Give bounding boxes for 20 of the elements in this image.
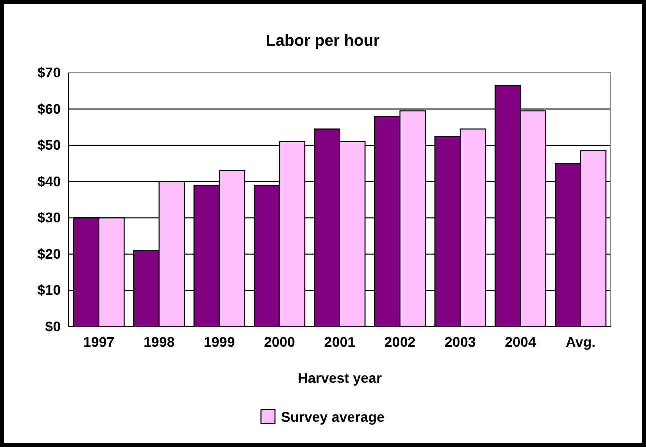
x-tick-label: 2000 (264, 334, 296, 350)
x-tick-label: 1998 (144, 334, 176, 350)
legend-label: Survey average (281, 409, 385, 425)
x-tick-label: 2003 (444, 334, 476, 350)
x-tick-label: 2002 (384, 334, 416, 350)
chart-title: Labor per hour (266, 33, 380, 50)
x-tick-label: 1999 (204, 334, 236, 350)
x-tick-label: 2004 (505, 334, 536, 350)
y-tick-label: $30 (38, 210, 62, 226)
y-tick-label: $20 (38, 246, 62, 262)
x-tick-label: 2001 (324, 334, 356, 350)
y-tick-label: $10 (38, 282, 62, 298)
y-tick-label: $70 (38, 64, 62, 80)
y-tick-label: $40 (38, 173, 62, 190)
y-tick-label: $0 (45, 318, 62, 334)
y-tick-label: $50 (38, 137, 62, 154)
x-tick-label: 1997 (84, 334, 115, 350)
x-tick-label: Avg. (566, 334, 596, 350)
y-tick-label: $60 (38, 100, 62, 117)
x-axis-title: Harvest year (298, 370, 383, 386)
